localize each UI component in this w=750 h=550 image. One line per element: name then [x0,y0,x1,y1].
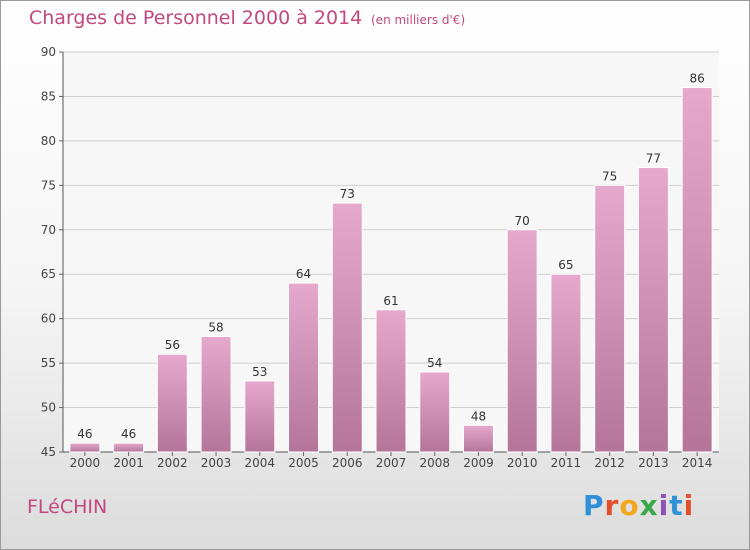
data-label: 54 [427,356,442,370]
bar [156,353,188,453]
bar [375,309,407,453]
y-tick-label: 90 [41,45,56,59]
proxiti-logo: Proxiti [583,489,694,522]
data-label: 65 [558,258,573,272]
y-tick-label: 55 [41,356,56,370]
x-tick-label: 2012 [594,456,625,470]
data-label: 53 [252,365,267,379]
x-tick-label: 2013 [638,456,669,470]
x-tick-label: 2007 [376,456,407,470]
y-tick-label: 75 [41,178,56,192]
y-tick-label: 85 [41,89,56,103]
bar [594,184,626,453]
data-label: 61 [383,294,398,308]
x-tick-label: 2008 [419,456,450,470]
bar [506,229,538,453]
bar [681,87,713,453]
logo-letter: i [683,489,695,522]
chart-title: Charges de Personnel 2000 à 2014 [29,7,363,29]
data-label: 75 [602,169,617,183]
x-tick-label: 2014 [682,456,713,470]
x-tick-label: 2010 [507,456,538,470]
chart-subtitle: (en milliers d'€) [371,13,466,27]
logo-letter: i [658,489,670,522]
x-tick-label: 2003 [201,456,232,470]
x-tick-label: 2009 [463,456,494,470]
logo-letter: o [619,489,640,522]
data-label: 86 [689,72,704,86]
bar [462,424,494,453]
bar [288,282,320,453]
logo-letter: P [583,489,605,522]
bar [113,442,145,453]
y-tick-label: 70 [41,223,56,237]
logo-letter: x [639,489,659,522]
x-tick-label: 2004 [245,456,276,470]
bar [637,167,669,453]
data-label: 48 [471,409,486,423]
y-tick-label: 65 [41,267,56,281]
bar [200,335,232,453]
y-tick-label: 80 [41,134,56,148]
bar [550,273,582,453]
x-tick-label: 2002 [157,456,188,470]
data-label: 64 [296,267,311,281]
data-label: 46 [77,427,92,441]
y-tick-label: 60 [41,312,56,326]
y-tick-label: 45 [41,445,56,459]
bar [69,442,101,453]
bar [331,202,363,453]
data-label: 70 [515,214,530,228]
data-label: 56 [165,338,180,352]
x-tick-label: 2006 [332,456,363,470]
data-label: 58 [208,320,223,334]
data-label: 77 [646,152,661,166]
x-tick-label: 2005 [288,456,319,470]
x-tick-label: 2011 [551,456,582,470]
bar [244,380,276,453]
logo-letter: r [604,489,620,522]
x-tick-label: 2000 [70,456,101,470]
data-label: 46 [121,427,136,441]
commune-name: FLéCHIN [27,496,108,518]
y-tick-label: 50 [41,401,56,415]
logo-letter: t [669,489,684,522]
bar [419,371,451,453]
data-label: 73 [340,187,355,201]
x-tick-label: 2001 [113,456,144,470]
